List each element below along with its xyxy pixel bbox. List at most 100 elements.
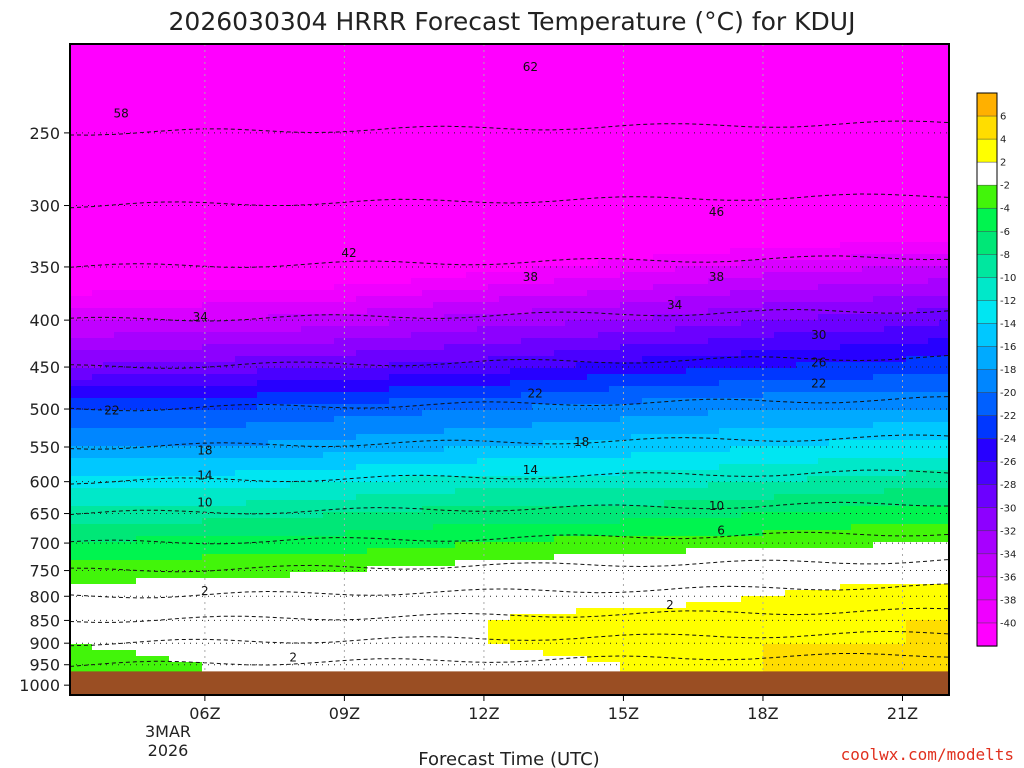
- temperature-cell: [246, 500, 258, 507]
- temperature-cell: [356, 626, 368, 633]
- temperature-cell: [367, 374, 379, 381]
- temperature-cell: [543, 230, 555, 237]
- temperature-cell: [378, 584, 390, 591]
- temperature-cell: [499, 350, 511, 357]
- temperature-cell: [257, 266, 269, 273]
- temperature-cell: [279, 98, 291, 105]
- temperature-cell: [158, 356, 170, 363]
- temperature-cell: [125, 554, 137, 561]
- temperature-cell: [477, 116, 489, 123]
- temperature-cell: [268, 170, 280, 177]
- temperature-cell: [268, 230, 280, 237]
- temperature-cell: [378, 284, 390, 291]
- temperature-cell: [433, 140, 445, 147]
- temperature-cell: [169, 200, 181, 207]
- temperature-cell: [389, 206, 401, 213]
- temperature-cell: [180, 650, 192, 657]
- temperature-cell: [345, 554, 357, 561]
- temperature-cell: [367, 326, 379, 333]
- temperature-cell: [345, 314, 357, 321]
- temperature-cell: [81, 152, 93, 159]
- temperature-cell: [466, 344, 478, 351]
- temperature-cell: [521, 344, 533, 351]
- temperature-cell: [455, 428, 467, 435]
- temperature-cell: [389, 134, 401, 141]
- temperature-cell: [191, 458, 203, 465]
- temperature-cell: [521, 500, 533, 507]
- temperature-cell: [499, 440, 511, 447]
- temperature-cell: [356, 650, 368, 657]
- temperature-cell: [488, 662, 500, 669]
- temperature-cell: [279, 302, 291, 309]
- temperature-cell: [334, 134, 346, 141]
- temperature-cell: [268, 140, 280, 147]
- temperature-cell: [543, 218, 555, 225]
- temperature-cell: [411, 110, 423, 117]
- temperature-cell: [521, 290, 533, 297]
- temperature-cell: [81, 620, 93, 627]
- temperature-cell: [213, 218, 225, 225]
- temperature-cell: [114, 68, 126, 75]
- temperature-cell: [70, 566, 82, 573]
- temperature-cell: [103, 422, 115, 429]
- temperature-cell: [81, 86, 93, 93]
- temperature-cell: [554, 188, 566, 195]
- temperature-cell: [334, 560, 346, 567]
- temperature-cell: [433, 74, 445, 81]
- temperature-cell: [455, 368, 467, 375]
- temperature-cell: [268, 428, 280, 435]
- temperature-cell: [279, 344, 291, 351]
- temperature-cell: [224, 236, 236, 243]
- temperature-cell: [334, 464, 346, 471]
- temperature-cell: [565, 578, 577, 585]
- temperature-cell: [312, 230, 324, 237]
- temperature-cell: [312, 464, 324, 471]
- temperature-cell: [532, 272, 544, 279]
- temperature-cell: [114, 152, 126, 159]
- temperature-cell: [510, 146, 522, 153]
- temperature-cell: [378, 320, 390, 327]
- temperature-cell: [158, 134, 170, 141]
- temperature-cell: [521, 374, 533, 381]
- temperature-cell: [103, 44, 115, 51]
- temperature-cell: [543, 458, 555, 465]
- temperature-cell: [411, 218, 423, 225]
- temperature-cell: [411, 308, 423, 315]
- temperature-cell: [312, 380, 324, 387]
- temperature-cell: [477, 590, 489, 597]
- temperature-cell: [356, 410, 368, 417]
- temperature-cell: [169, 626, 181, 633]
- temperature-cell: [422, 590, 434, 597]
- temperature-cell: [444, 638, 456, 645]
- temperature-cell: [521, 452, 533, 459]
- temperature-cell: [367, 128, 379, 135]
- temperature-cell: [125, 470, 137, 477]
- temperature-cell: [136, 410, 148, 417]
- temperature-cell: [345, 548, 357, 555]
- temperature-cell: [510, 74, 522, 81]
- temperature-cell: [411, 140, 423, 147]
- temperature-cell: [389, 68, 401, 75]
- temperature-cell: [444, 392, 456, 399]
- temperature-cell: [114, 488, 126, 495]
- temperature-cell: [158, 284, 170, 291]
- temperature-cell: [532, 326, 544, 333]
- temperature-cell: [268, 386, 280, 393]
- temperature-cell: [202, 554, 214, 561]
- temperature-cell: [543, 572, 555, 579]
- temperature-cell: [378, 230, 390, 237]
- temperature-cell: [477, 470, 489, 477]
- temperature-cell: [400, 386, 412, 393]
- temperature-cell: [290, 44, 302, 51]
- temperature-cell: [114, 416, 126, 423]
- temperature-cell: [532, 464, 544, 471]
- temperature-cell: [81, 542, 93, 549]
- temperature-cell: [466, 416, 478, 423]
- temperature-cell: [191, 260, 203, 267]
- temperature-cell: [356, 614, 368, 621]
- temperature-cell: [92, 98, 104, 105]
- temperature-cell: [378, 248, 390, 255]
- temperature-cell: [554, 200, 566, 207]
- temperature-cell: [202, 68, 214, 75]
- temperature-cell: [158, 584, 170, 591]
